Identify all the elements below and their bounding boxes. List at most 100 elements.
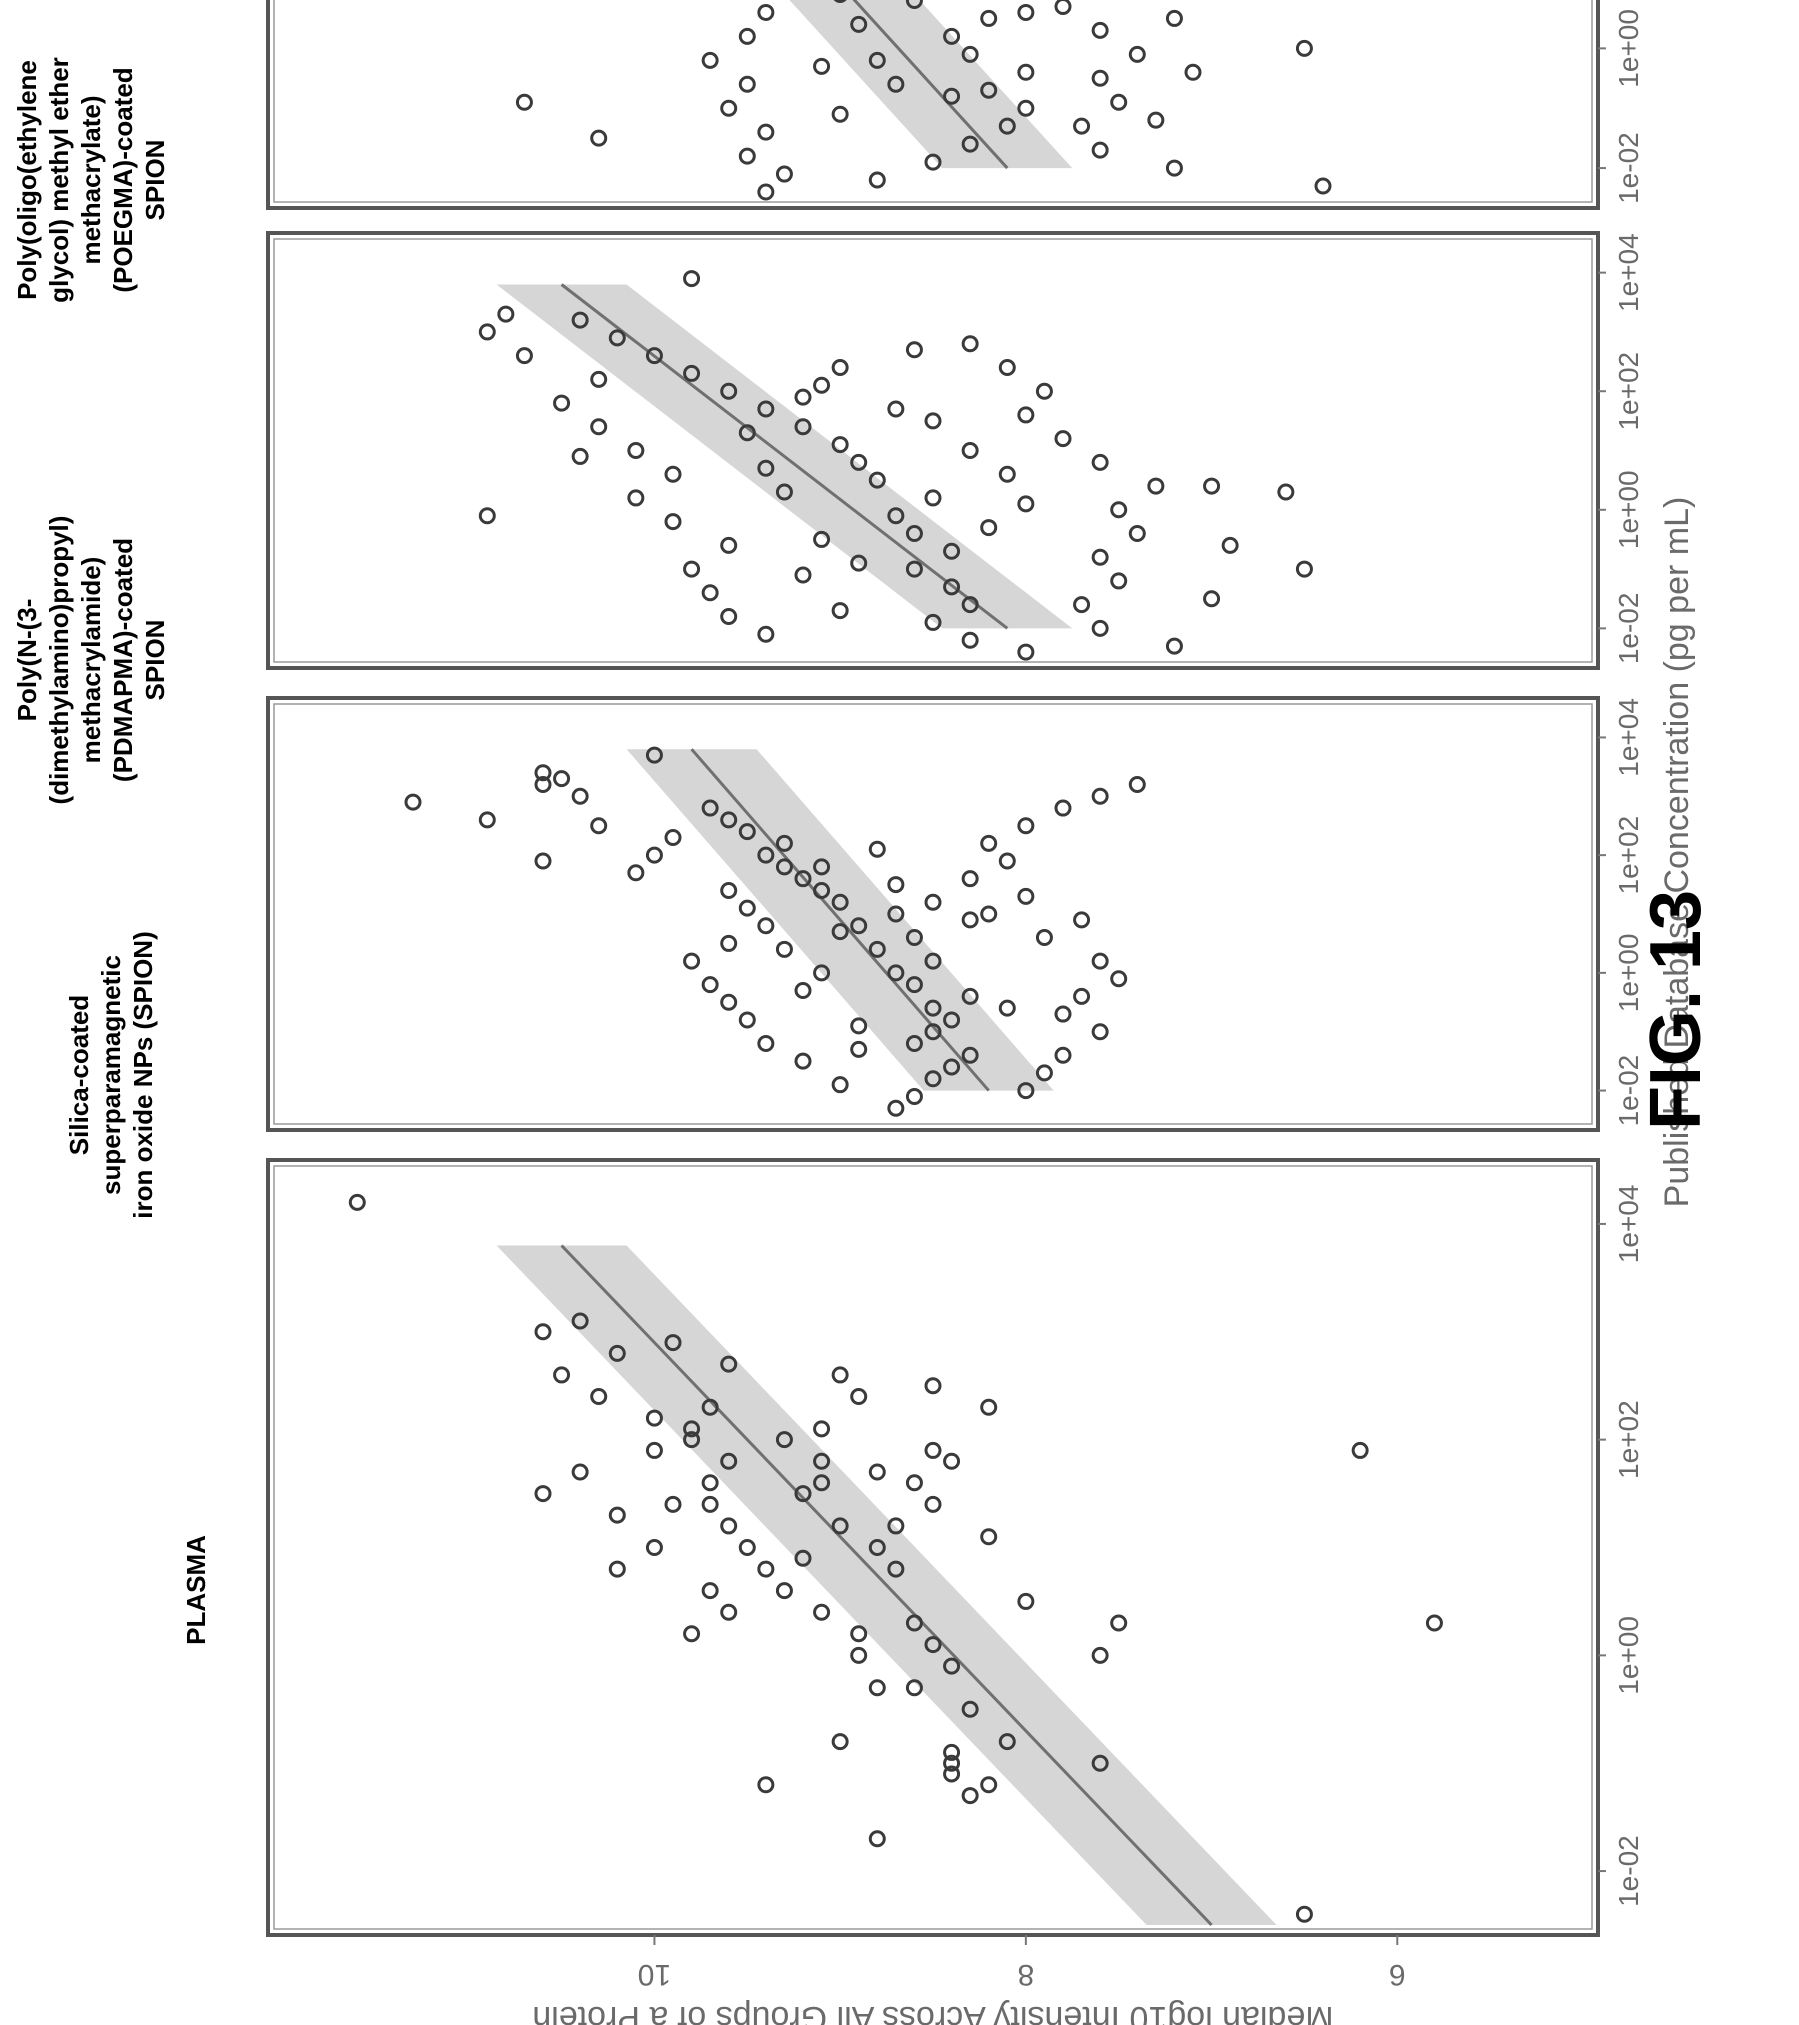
data-point bbox=[683, 952, 701, 970]
figure-label: FIG. 13 bbox=[1636, 890, 1716, 1130]
data-point bbox=[645, 1409, 663, 1427]
data-point bbox=[553, 770, 571, 788]
data-point bbox=[1054, 799, 1072, 817]
data-point bbox=[1147, 477, 1165, 495]
data-point bbox=[683, 1431, 701, 1449]
data-point bbox=[478, 811, 496, 829]
data-point bbox=[571, 787, 589, 805]
data-point bbox=[850, 1388, 868, 1405]
data-point bbox=[831, 1076, 849, 1094]
data-point bbox=[738, 1011, 756, 1029]
data-point bbox=[1091, 548, 1109, 566]
data-point bbox=[961, 631, 979, 649]
data-point bbox=[905, 1034, 923, 1052]
data-point bbox=[738, 75, 756, 93]
panel-frame bbox=[266, 0, 1600, 210]
data-point bbox=[961, 1787, 979, 1805]
data-point bbox=[1017, 817, 1035, 835]
data-point bbox=[905, 525, 923, 542]
data-point bbox=[794, 1052, 812, 1070]
data-point bbox=[1017, 1592, 1035, 1610]
data-point bbox=[887, 400, 905, 418]
data-point bbox=[943, 1452, 961, 1470]
data-point bbox=[980, 834, 998, 852]
rotated-chart: 1e-02 1e+00 1e+02 1e+04 1e-02 1e+00 1e+02 1e+04… bbox=[266, 0, 1696, 2025]
panels-group: 1e-02 1e+00 1e+02 1e+04 1e-02 1e+00 1e+02 1e+04… bbox=[266, 0, 1644, 1937]
data-point bbox=[868, 171, 886, 189]
data-point bbox=[775, 1431, 793, 1449]
data-point bbox=[831, 893, 849, 911]
data-point bbox=[980, 81, 998, 99]
panel-title-line: iron oxide NPs (SPION) bbox=[128, 931, 158, 1219]
data-point bbox=[1147, 111, 1165, 129]
data-point bbox=[1017, 99, 1035, 117]
data-point bbox=[1091, 1754, 1109, 1772]
data-point bbox=[813, 1420, 831, 1438]
data-point bbox=[868, 1539, 886, 1556]
data-point bbox=[924, 153, 942, 171]
data-point bbox=[775, 165, 793, 183]
data-point bbox=[905, 976, 923, 994]
data-point bbox=[850, 917, 868, 935]
data-point bbox=[757, 459, 775, 477]
data-point bbox=[887, 1517, 905, 1535]
data-point bbox=[1110, 1614, 1128, 1632]
data-point bbox=[850, 453, 868, 471]
data-point bbox=[738, 823, 756, 841]
data-point bbox=[627, 864, 645, 882]
panel-inner-frame bbox=[273, 703, 1593, 1125]
data-point bbox=[924, 1070, 942, 1088]
data-point bbox=[794, 870, 812, 888]
x-tick-label: 1e+02 bbox=[1613, 352, 1644, 431]
data-point bbox=[720, 1452, 738, 1470]
data-point bbox=[924, 1023, 942, 1041]
x-tick-label: 1e+00 bbox=[1613, 1616, 1644, 1695]
data-point bbox=[924, 1636, 942, 1654]
data-point bbox=[831, 359, 849, 376]
data-point bbox=[887, 876, 905, 894]
data-point bbox=[831, 1366, 849, 1384]
data-point bbox=[1054, 1046, 1072, 1064]
panel-2: 1e-02 1e+00 1e+02 1e+04 bbox=[266, 696, 1644, 1132]
data-point bbox=[608, 1560, 626, 1578]
data-point bbox=[943, 1765, 961, 1783]
data-point bbox=[1165, 9, 1183, 27]
data-point bbox=[775, 483, 793, 501]
data-point bbox=[1091, 952, 1109, 970]
x-tick-label: 1e+00 bbox=[1613, 9, 1644, 88]
data-point bbox=[794, 1549, 812, 1567]
data-point bbox=[905, 1474, 923, 1492]
data-point bbox=[1203, 477, 1221, 495]
data-point bbox=[1277, 483, 1295, 501]
data-point bbox=[738, 147, 756, 165]
data-point bbox=[1035, 929, 1053, 947]
data-point bbox=[701, 1474, 719, 1492]
data-point bbox=[1073, 911, 1091, 929]
data-point bbox=[868, 1463, 886, 1481]
data-point bbox=[1351, 1441, 1369, 1459]
data-point bbox=[850, 15, 868, 33]
data-point bbox=[794, 388, 812, 406]
data-point bbox=[813, 57, 831, 75]
data-point bbox=[590, 370, 608, 388]
data-point bbox=[720, 1517, 738, 1535]
data-point bbox=[701, 584, 719, 602]
data-point bbox=[961, 1046, 979, 1064]
data-point bbox=[794, 566, 812, 584]
data-point bbox=[998, 465, 1016, 483]
data-point bbox=[850, 554, 868, 572]
data-point bbox=[553, 1366, 571, 1384]
y-tick-label: 8 bbox=[1018, 1958, 1035, 1991]
data-point bbox=[943, 578, 961, 596]
data-point bbox=[1165, 637, 1183, 655]
data-point bbox=[645, 1441, 663, 1459]
data-point bbox=[1091, 619, 1109, 637]
data-point bbox=[1110, 970, 1128, 988]
panel-title-line: SPION bbox=[140, 140, 170, 221]
data-point bbox=[1425, 1614, 1443, 1632]
data-point bbox=[961, 911, 979, 929]
data-point bbox=[534, 776, 552, 794]
data-point bbox=[1091, 1023, 1109, 1041]
